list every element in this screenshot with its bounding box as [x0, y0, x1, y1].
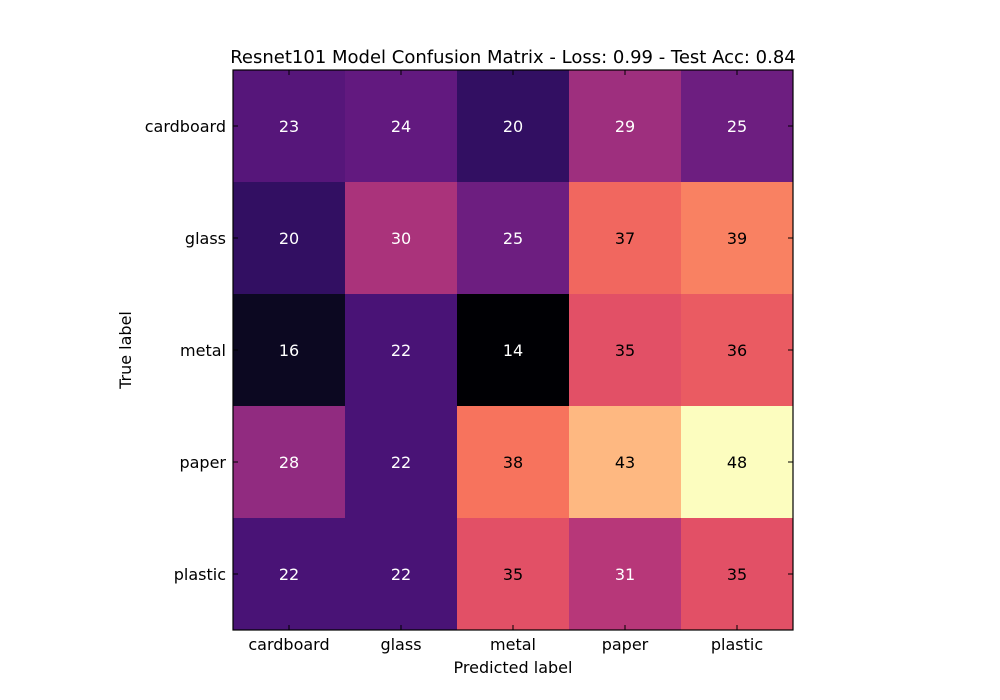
heatmap-cell [457, 518, 570, 631]
heatmap-cell [457, 406, 570, 519]
cell-value-label: 25 [727, 117, 747, 136]
heatmap-cell [681, 70, 794, 183]
y-axis-tick-labels: cardboard glass metal paper plastic [145, 117, 227, 584]
cell-value-label: 35 [615, 341, 635, 360]
y-tick-label: plastic [174, 565, 226, 584]
heatmap-cell [457, 294, 570, 407]
cell-value-label: 37 [615, 229, 635, 248]
cell-value-label: 48 [727, 453, 747, 472]
cell-value-label: 23 [279, 117, 299, 136]
heatmap-cell [345, 518, 458, 631]
heatmap-cells [233, 70, 794, 631]
cell-value-label: 30 [391, 229, 411, 248]
cell-value-label: 22 [391, 453, 411, 472]
cell-value-label: 20 [503, 117, 523, 136]
y-tick-label: paper [179, 453, 226, 472]
heatmap-cell [569, 518, 682, 631]
cell-value-label: 22 [391, 341, 411, 360]
heatmap-cell [345, 182, 458, 295]
heatmap-cell [345, 70, 458, 183]
cell-value-label: 25 [503, 229, 523, 248]
x-axis-tick-labels: cardboard glass metal paper plastic [248, 635, 763, 654]
cell-value-label: 22 [391, 565, 411, 584]
cell-value-label: 35 [727, 565, 747, 584]
cell-value-label: 31 [615, 565, 635, 584]
heatmap-cell [569, 70, 682, 183]
x-tick-label: paper [602, 635, 649, 654]
cell-value-label: 29 [615, 117, 635, 136]
heatmap-cell [345, 294, 458, 407]
x-tick-label: metal [490, 635, 536, 654]
heatmap-cell [345, 406, 458, 519]
cell-value-label: 35 [503, 565, 523, 584]
cell-value-label: 24 [391, 117, 411, 136]
x-axis-label: Predicted label [454, 658, 573, 677]
heatmap-cell [681, 406, 794, 519]
y-tick-label: cardboard [145, 117, 226, 136]
cell-value-label: 22 [279, 565, 299, 584]
cell-value-label: 38 [503, 453, 523, 472]
heatmap-cell [233, 70, 346, 183]
heatmap-cell [569, 406, 682, 519]
x-tick-label: glass [380, 635, 421, 654]
y-axis-label: True label [116, 311, 135, 390]
heatmap-cell [233, 518, 346, 631]
cell-value-label: 14 [503, 341, 523, 360]
heatmap-cell [457, 182, 570, 295]
y-tick-label: metal [180, 341, 226, 360]
cell-value-label: 36 [727, 341, 747, 360]
heatmap-cell [681, 294, 794, 407]
y-tick-label: glass [185, 229, 226, 248]
cell-value-label: 39 [727, 229, 747, 248]
cell-value-label: 20 [279, 229, 299, 248]
chart-title: Resnet101 Model Confusion Matrix - Loss:… [230, 47, 796, 68]
heatmap-cell [569, 294, 682, 407]
x-tick-label: plastic [711, 635, 763, 654]
heatmap-cell [457, 70, 570, 183]
heatmap-cell-labels: 23 24 20 29 25 20 30 25 37 39 16 22 14 35 36 28 22 38 43 48… [279, 117, 747, 584]
heatmap-cell [681, 182, 794, 295]
heatmap-cell [569, 182, 682, 295]
heatmap-cell [681, 518, 794, 631]
heatmap-cell [233, 182, 346, 295]
heatmap-cell [233, 294, 346, 407]
cell-value-label: 28 [279, 453, 299, 472]
x-tick-label: cardboard [248, 635, 329, 654]
cell-value-label: 43 [615, 453, 635, 472]
cell-value-label: 16 [279, 341, 299, 360]
heatmap-cell [233, 406, 346, 519]
axis-ticks [233, 70, 793, 630]
